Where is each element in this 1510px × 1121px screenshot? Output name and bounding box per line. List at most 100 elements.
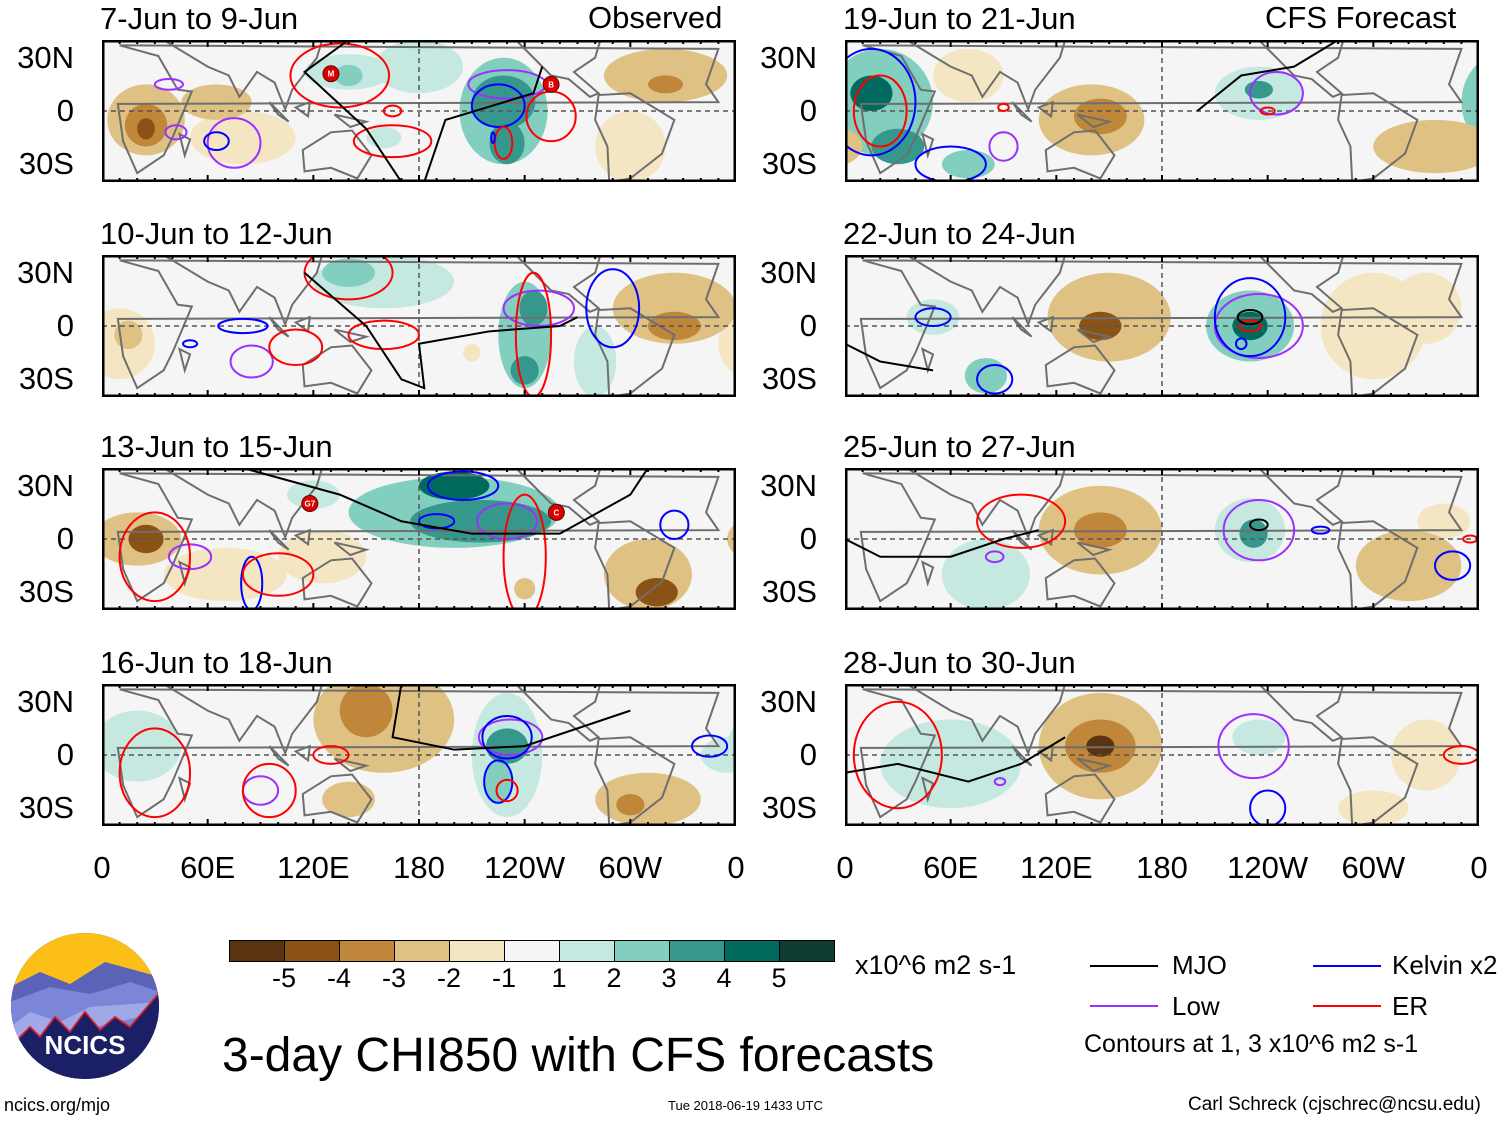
mjo-contour	[242, 468, 649, 535]
colorbar-label: 5	[771, 963, 787, 993]
er-contour	[382, 104, 403, 118]
y-tick-label: 30S	[761, 790, 817, 826]
coastline	[177, 347, 192, 374]
coastline	[594, 736, 676, 826]
coastline	[594, 520, 676, 610]
coastline	[904, 40, 1067, 113]
colorbar-swatch	[779, 940, 835, 962]
coastline	[301, 773, 373, 824]
wet-anomaly	[334, 64, 363, 87]
mjo-contour	[845, 342, 934, 372]
kelvin-contour	[490, 131, 496, 144]
wet-anomaly	[102, 738, 120, 772]
y-tick-label: 0	[799, 521, 817, 556]
observed-header: Observed	[588, 0, 723, 35]
kelvin-contour	[1213, 277, 1287, 358]
colorbar-label: -1	[491, 963, 516, 993]
wet-anomaly	[1232, 719, 1286, 755]
y-tick-label: 0	[799, 93, 817, 128]
dry-anomaly	[1390, 719, 1462, 791]
y-tick-label: 0	[56, 93, 74, 128]
storm-icon	[322, 65, 340, 83]
panel-title: 10-Jun to 12-Jun	[100, 216, 333, 251]
coastline	[161, 40, 324, 113]
er-contour	[241, 552, 315, 597]
colorbar-swatch	[559, 940, 615, 962]
coastline	[268, 101, 290, 123]
coastline	[594, 92, 676, 182]
dry-anomaly	[647, 311, 701, 341]
colorbar-label: -4	[326, 963, 351, 993]
kelvin-contour	[217, 317, 269, 335]
er-contour	[495, 778, 519, 803]
kelvin-contour	[1249, 789, 1287, 826]
coastline	[920, 132, 935, 159]
dry-anomaly	[278, 530, 367, 584]
panel-title: 19-Jun to 21-Jun	[843, 1, 1076, 36]
coastline	[161, 684, 324, 757]
kelvin-contour	[845, 47, 917, 157]
low-contour	[476, 502, 538, 540]
dry-anomaly	[647, 75, 684, 94]
kelvin-contour	[470, 83, 526, 128]
x-tick-label: 60E	[180, 850, 236, 885]
coastline	[1036, 100, 1055, 119]
coastline	[301, 129, 373, 180]
kelvin-contour	[1433, 550, 1472, 581]
coastline	[859, 259, 1464, 390]
dry-anomaly	[616, 794, 645, 816]
y-tick-label: 0	[799, 737, 817, 772]
kelvin-contour	[426, 470, 500, 501]
dry-anomaly	[163, 547, 287, 602]
coastline	[514, 255, 602, 313]
colorbar-label: 2	[606, 963, 622, 993]
kelvin-contour	[585, 268, 641, 349]
y-tick-label: 30N	[17, 254, 74, 290]
storm-label: G7	[304, 500, 315, 509]
y-tick-label: 30S	[761, 361, 817, 397]
mjo-contour	[303, 271, 578, 390]
y-tick-label: 30S	[18, 361, 74, 397]
coastline	[1337, 307, 1419, 397]
footer-url[interactable]: ncics.org/mjo	[4, 1095, 111, 1115]
dry-anomaly	[635, 578, 678, 607]
kelvin-contour	[1310, 525, 1331, 535]
storm-icon	[301, 495, 319, 512]
low-contour	[164, 124, 188, 141]
coastline	[161, 255, 324, 328]
y-tick-label: 30N	[760, 467, 817, 503]
y-tick-label: 0	[56, 308, 74, 343]
kelvin-contour	[914, 307, 952, 327]
low-contour	[988, 131, 1019, 162]
coastline	[333, 113, 370, 129]
colorbar-label: -3	[381, 963, 406, 993]
coastline	[1257, 40, 1345, 98]
x-tick-label: 60E	[923, 850, 979, 885]
storm-marker: M	[322, 65, 340, 83]
colorbar-label: -2	[436, 963, 461, 993]
er-contour	[241, 762, 297, 819]
y-tick-label: 30N	[17, 39, 74, 75]
x-tick-label: 0	[727, 850, 745, 885]
er-contour	[118, 727, 192, 819]
legend-kelvin-line	[1313, 965, 1381, 967]
wet-anomaly	[286, 480, 340, 509]
x-tick-label: 120E	[1020, 850, 1093, 885]
colorbar-swatch	[284, 940, 340, 962]
colorbar-swatch	[229, 940, 285, 962]
storm-label: C	[553, 508, 559, 517]
coastline	[293, 744, 312, 763]
wet-anomaly	[573, 326, 617, 397]
map-panel	[845, 468, 1479, 610]
panel-title: 28-Jun to 30-Jun	[843, 645, 1076, 680]
dry-anomaly	[137, 118, 155, 140]
er-contour	[347, 319, 420, 351]
low-contour	[206, 117, 262, 169]
storm-label: M	[328, 70, 335, 79]
storm-marker: G7	[301, 495, 319, 512]
dry-anomaly	[1073, 512, 1127, 548]
y-tick-label: 30S	[18, 146, 74, 182]
coastline	[1076, 113, 1113, 129]
kelvin-contour	[240, 555, 264, 610]
dry-anomaly	[1073, 98, 1127, 135]
